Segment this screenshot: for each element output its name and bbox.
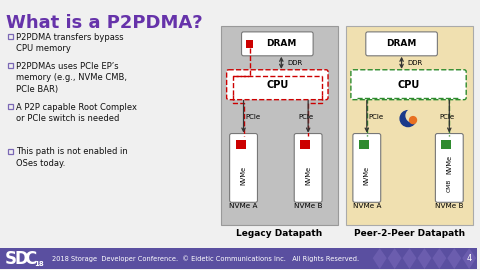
Text: PCIe: PCIe — [246, 114, 261, 120]
Text: CMB: CMB — [447, 179, 452, 193]
Text: CPU: CPU — [397, 80, 420, 90]
Polygon shape — [403, 248, 417, 269]
Text: DDR: DDR — [408, 60, 423, 66]
Text: 4: 4 — [467, 254, 472, 263]
Text: C: C — [24, 250, 36, 268]
Text: PCIe: PCIe — [439, 114, 455, 120]
FancyBboxPatch shape — [353, 134, 381, 202]
Polygon shape — [447, 248, 461, 269]
Text: NVMe: NVMe — [446, 154, 452, 174]
FancyBboxPatch shape — [227, 70, 328, 100]
Text: NVMe A: NVMe A — [352, 203, 381, 209]
Polygon shape — [373, 248, 387, 269]
Circle shape — [409, 117, 417, 124]
Bar — [236, 140, 246, 150]
Text: Legacy Datapath: Legacy Datapath — [236, 229, 323, 238]
Text: DDR: DDR — [287, 60, 302, 66]
Text: This path is not enabled in
OSes today.: This path is not enabled in OSes today. — [16, 147, 128, 168]
FancyBboxPatch shape — [366, 32, 437, 56]
Text: P2PDMAs uses PCIe EP’s
memory (e.g., NVMe CMB,
PCIe BAR): P2PDMAs uses PCIe EP’s memory (e.g., NVM… — [16, 62, 127, 94]
Polygon shape — [432, 248, 446, 269]
Circle shape — [400, 111, 416, 127]
Text: Peer-2-Peer Datapath: Peer-2-Peer Datapath — [354, 229, 465, 238]
Text: PCIe: PCIe — [369, 114, 384, 120]
Polygon shape — [462, 248, 476, 269]
FancyBboxPatch shape — [294, 134, 322, 202]
Bar — [300, 140, 310, 150]
Text: DRAM: DRAM — [386, 39, 417, 48]
FancyBboxPatch shape — [229, 134, 257, 202]
Text: PCIe: PCIe — [298, 114, 313, 120]
Text: S: S — [5, 250, 17, 268]
Text: CPU: CPU — [266, 80, 288, 90]
Text: A P2P capable Root Complex
or PCIe switch is needed: A P2P capable Root Complex or PCIe switc… — [16, 103, 137, 123]
Text: NVMe B: NVMe B — [294, 203, 323, 209]
Bar — [0, 248, 477, 269]
Polygon shape — [418, 248, 432, 269]
Text: 18: 18 — [34, 261, 44, 267]
Bar — [359, 140, 369, 150]
Text: DRAM: DRAM — [266, 39, 297, 48]
Bar — [441, 140, 451, 150]
Text: NVMe B: NVMe B — [435, 203, 464, 209]
FancyBboxPatch shape — [241, 32, 313, 56]
Bar — [246, 40, 253, 48]
Text: NVMe: NVMe — [240, 166, 247, 185]
Text: NVMe A: NVMe A — [229, 203, 258, 209]
Text: D: D — [14, 250, 28, 268]
FancyBboxPatch shape — [351, 70, 466, 100]
Text: What is a P2PDMA?: What is a P2PDMA? — [6, 14, 203, 32]
Polygon shape — [388, 248, 402, 269]
Text: 2018 Storage  Developer Conference.  © Eidetic Communications Inc.   All Rights : 2018 Storage Developer Conference. © Eid… — [52, 255, 359, 262]
Bar — [346, 26, 473, 225]
Text: P2PDMA transfers bypass
CPU memory: P2PDMA transfers bypass CPU memory — [16, 33, 123, 53]
FancyBboxPatch shape — [435, 134, 463, 202]
Text: NVMe: NVMe — [364, 166, 370, 185]
Text: NVMe: NVMe — [305, 166, 311, 185]
Circle shape — [406, 109, 419, 122]
Bar — [221, 26, 338, 225]
